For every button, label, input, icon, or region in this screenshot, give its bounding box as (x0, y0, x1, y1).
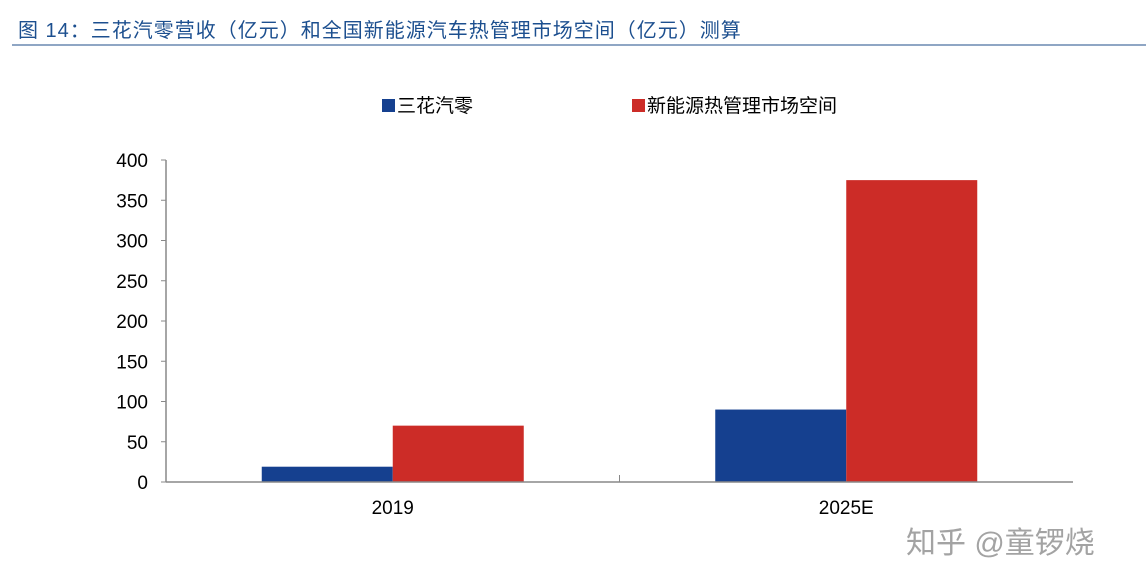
legend-swatch (382, 99, 395, 112)
y-tick-label: 0 (137, 473, 148, 494)
bar-新能源热管理市场空间-2019 (392, 425, 524, 482)
bar-三花汽零-2019 (261, 466, 393, 482)
x-tick-label: 2019 (372, 498, 414, 519)
y-tick-label: 50 (127, 433, 148, 454)
legend-label: 三花汽零 (397, 95, 473, 117)
y-tick-label: 100 (116, 393, 148, 414)
legend-label: 新能源热管理市场空间 (647, 95, 837, 117)
bar-新能源热管理市场空间-2025E (846, 180, 978, 482)
y-tick-label: 250 (116, 272, 148, 293)
y-tick-label: 350 (116, 191, 148, 212)
y-tick-label: 150 (116, 352, 148, 373)
y-tick-label: 200 (116, 312, 148, 333)
chart-title: 图 14：三花汽零营收（亿元）和全国新能源汽车热管理市场空间（亿元）测算 (18, 20, 742, 42)
legend-swatch (632, 99, 645, 112)
title-divider (12, 44, 1146, 46)
y-tick-label: 400 (116, 151, 148, 172)
x-tick-label: 2025E (819, 498, 874, 519)
watermark: 知乎 @童锣烧 (906, 527, 1095, 560)
bar-三花汽零-2025E (715, 409, 847, 482)
y-tick-label: 300 (116, 232, 148, 253)
